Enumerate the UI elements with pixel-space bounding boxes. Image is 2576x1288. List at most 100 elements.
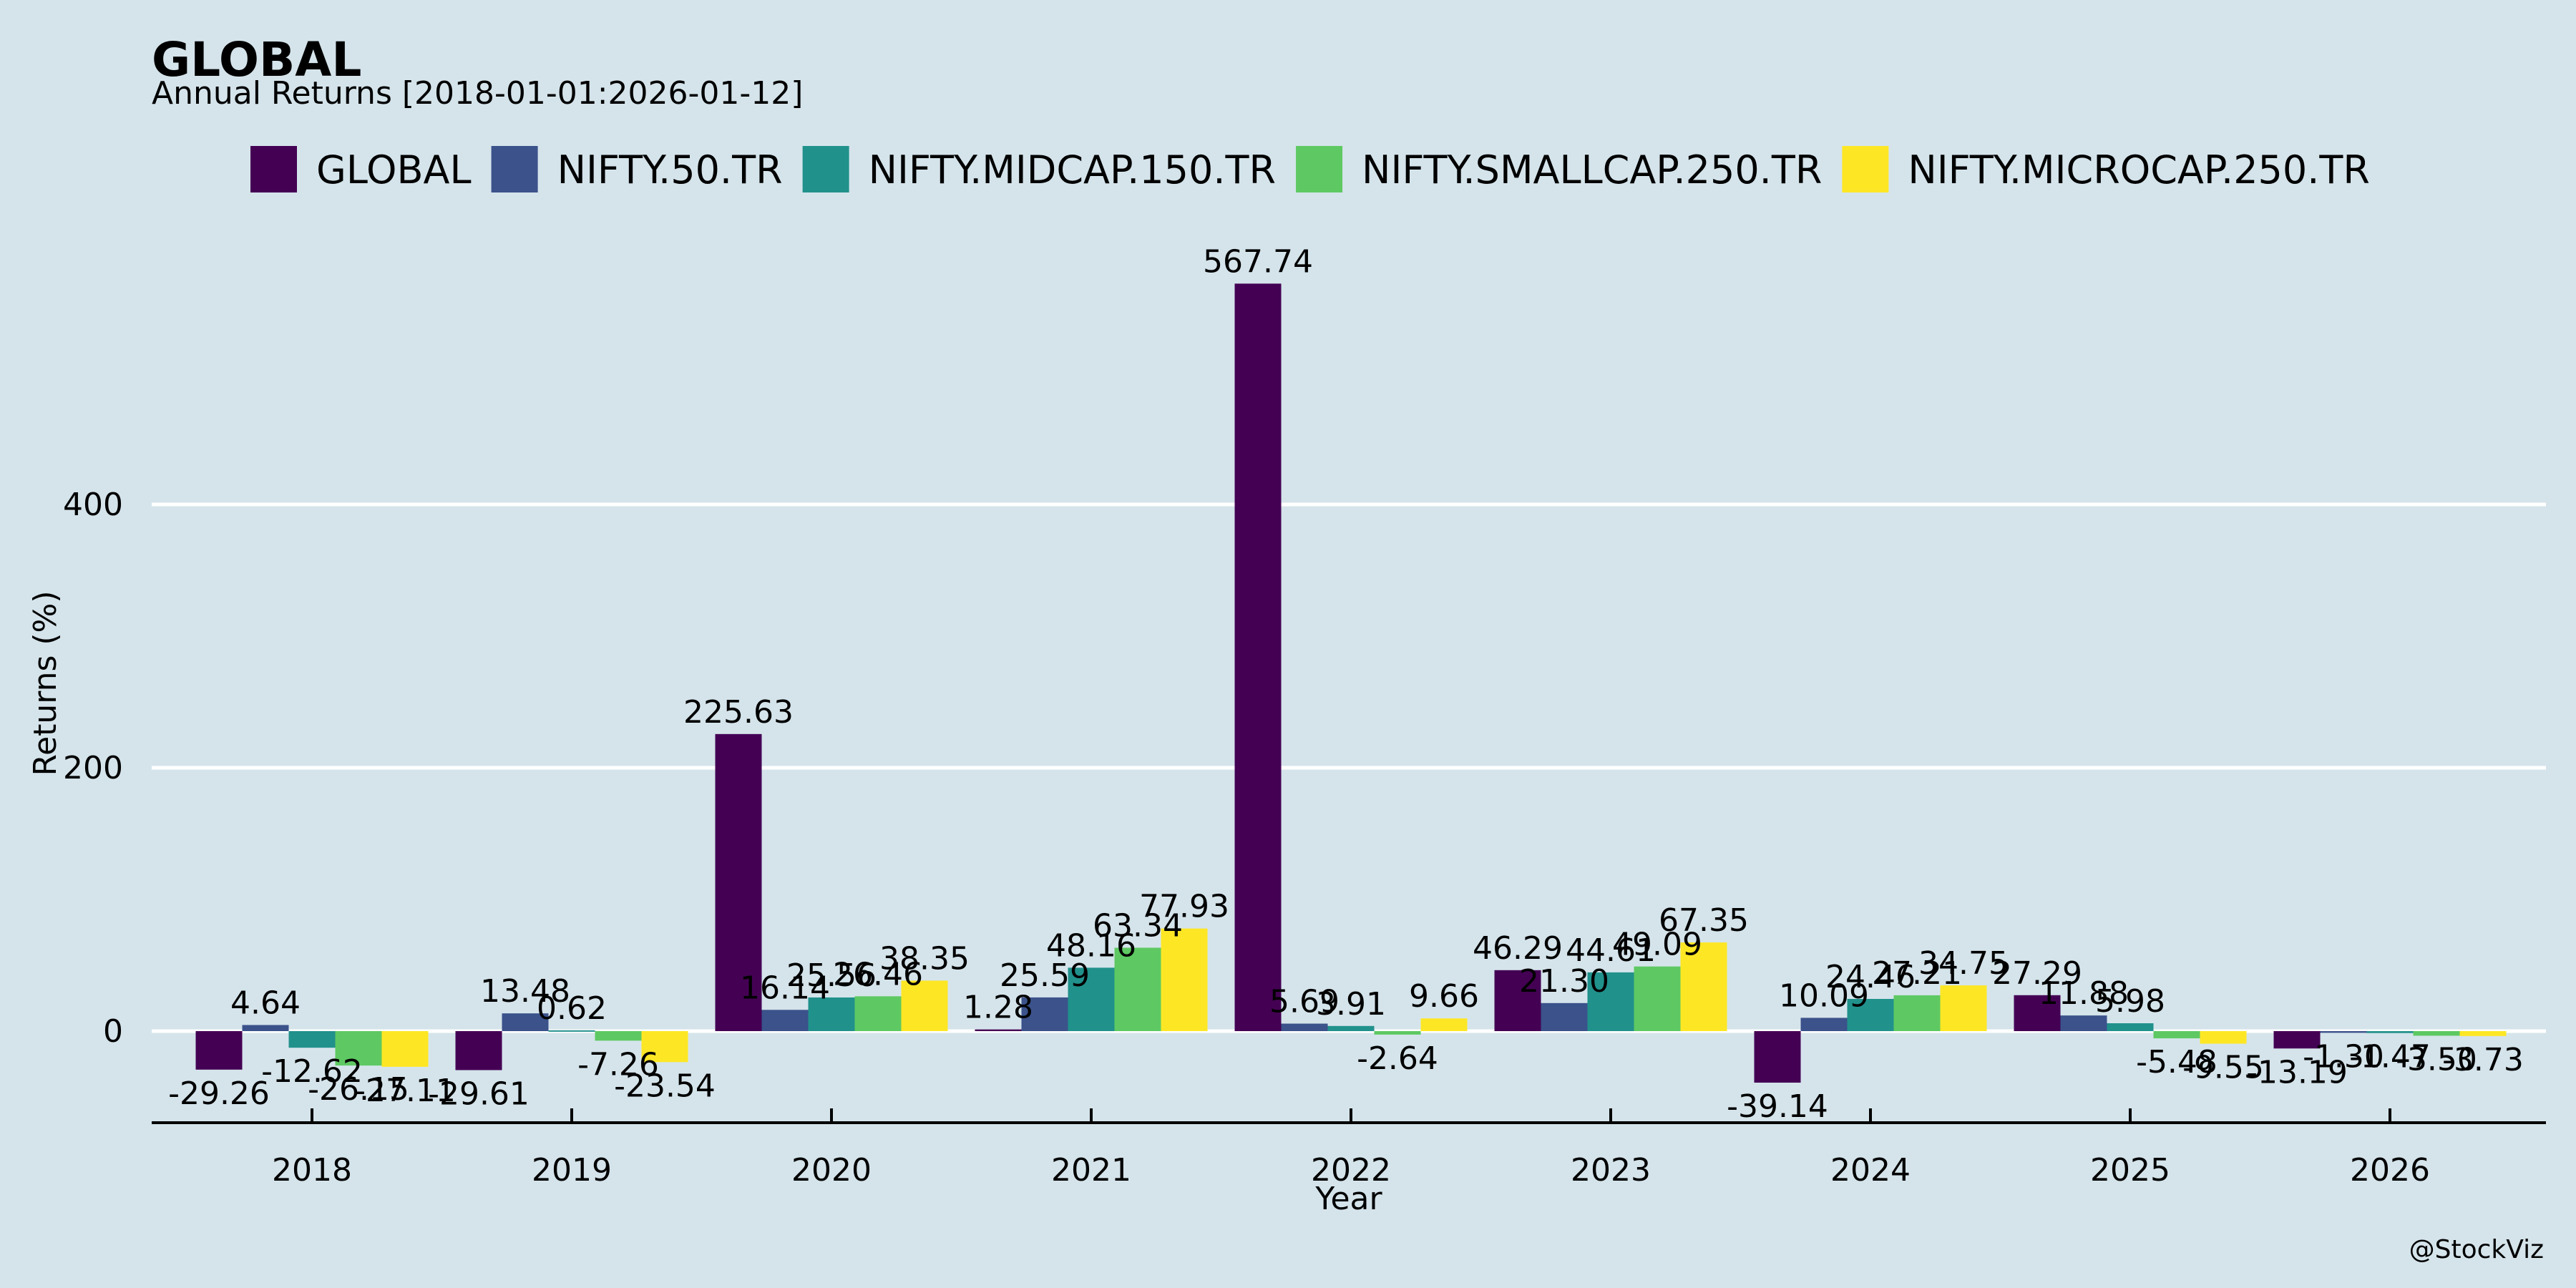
bar-nifty-midcap-150-tr-2018	[288, 1031, 336, 1048]
legend-swatch	[802, 146, 849, 192]
data-label: -3.50	[2396, 1041, 2477, 1078]
data-label: 0.62	[537, 990, 607, 1027]
data-label: 34.75	[1918, 945, 2009, 982]
data-label: -39.14	[1727, 1088, 1828, 1125]
y-tick-label: 0	[103, 1013, 123, 1050]
bar-nifty-microcap-250-tr-2026	[2459, 1031, 2507, 1036]
chart-title: GLOBAL	[152, 32, 361, 87]
bar-nifty-midcap-150-tr-2022	[1327, 1025, 1375, 1031]
data-label: 5.69	[1269, 984, 1340, 1020]
x-tick-label: 2019	[532, 1152, 612, 1189]
data-label: -12.62	[261, 1053, 363, 1090]
y-tick-label: 200	[63, 750, 123, 786]
x-tick-label: 2020	[791, 1152, 872, 1189]
data-label: -9.55	[2182, 1050, 2264, 1086]
data-label: -26.15	[308, 1071, 409, 1108]
data-label: -29.61	[428, 1075, 530, 1112]
data-labels: -29.26 -29.61 225.63 1.28 567.74 46.29 -39.14 2…	[168, 243, 2524, 1125]
data-label: 13.48	[480, 973, 570, 1010]
bar-nifty-50-tr-2025	[2060, 1015, 2107, 1031]
data-label: 48.16	[1046, 927, 1136, 964]
data-label: 44.61	[1566, 932, 1656, 969]
bar-nifty-smallcap-250-tr-2018	[335, 1031, 382, 1066]
data-label: 11.88	[2039, 975, 2129, 1012]
chart-subtitle: Annual Returns [2018-01-01:2026-01-12]	[152, 75, 803, 112]
bar-nifty-microcap-250-tr-2018	[381, 1031, 429, 1067]
x-tick-label: 2026	[2350, 1152, 2430, 1189]
bar-nifty-smallcap-250-tr-2019	[595, 1031, 642, 1041]
bar-nifty-midcap-150-tr-2023	[1587, 972, 1634, 1031]
bar-nifty-midcap-150-tr-2024	[1847, 998, 1894, 1031]
data-label: -7.26	[577, 1046, 659, 1083]
bar-nifty-50-tr-2018	[242, 1025, 289, 1031]
bar-nifty-microcap-250-tr-2019	[641, 1031, 688, 1063]
bar-nifty-microcap-250-tr-2023	[1680, 942, 1727, 1031]
watermark: @StockViz	[2409, 1235, 2544, 1264]
data-label: 9.66	[1409, 978, 1479, 1015]
x-tick-label: 2025	[2090, 1152, 2170, 1189]
gridlines	[152, 502, 2546, 1033]
bars	[195, 283, 2507, 1083]
legend-swatch	[1296, 146, 1343, 192]
bar-nifty-50-tr-2021	[1021, 997, 1068, 1031]
data-label: 3.91	[1316, 986, 1386, 1023]
data-label: -27.11	[354, 1073, 456, 1109]
bar-nifty-microcap-250-tr-2024	[1940, 985, 1987, 1031]
bar-nifty-microcap-250-tr-2022	[1420, 1018, 1468, 1031]
data-label: -5.48	[2136, 1044, 2218, 1080]
data-label: 225.63	[683, 694, 794, 731]
y-axis-label: Returns (%)	[27, 590, 64, 776]
bar-nifty-microcap-250-tr-2021	[1161, 928, 1208, 1031]
data-label: 21.30	[1519, 963, 1609, 1000]
data-label: 1.28	[963, 990, 1033, 1026]
legend-swatch	[491, 146, 538, 192]
bar-nifty-microcap-250-tr-2020	[901, 980, 948, 1031]
data-label: 27.29	[1992, 955, 2082, 992]
bar-nifty-midcap-150-tr-2025	[2107, 1023, 2154, 1031]
legend: GLOBAL NIFTY.50.TR NIFTY.MIDCAP.150.TR NIFT…	[250, 146, 2370, 192]
x-tick-label: 2023	[1571, 1152, 1651, 1189]
y-axis-ticks: 0 200 400	[63, 487, 123, 1050]
data-label: 38.35	[879, 940, 970, 977]
x-tick-label: 2024	[1830, 1152, 1911, 1189]
bar-nifty-smallcap-250-tr-2021	[1114, 947, 1161, 1031]
bar-nifty-50-tr-2022	[1281, 1023, 1328, 1031]
bar-global-2019	[455, 1031, 502, 1070]
x-tick-label: 2018	[272, 1152, 352, 1189]
legend-swatch	[250, 146, 297, 192]
bar-global-2024	[1754, 1031, 1801, 1083]
legend-label: NIFTY.MICROCAP.250.TR	[1908, 147, 2370, 192]
data-label: 46.29	[1473, 930, 1563, 967]
bar-nifty-midcap-150-tr-2019	[548, 1030, 595, 1032]
bar-global-2025	[2014, 995, 2061, 1031]
legend-label: NIFTY.50.TR	[557, 147, 783, 192]
data-label: -2.64	[1357, 1040, 1438, 1077]
data-label: 5.98	[2095, 983, 2165, 1020]
data-label: 25.59	[1000, 957, 1090, 994]
bar-nifty-smallcap-250-tr-2026	[2413, 1031, 2460, 1036]
bar-nifty-50-tr-2019	[502, 1013, 549, 1031]
bar-global-2021	[975, 1029, 1022, 1031]
bar-nifty-smallcap-250-tr-2022	[1374, 1031, 1421, 1035]
bar-global-2020	[715, 733, 762, 1031]
data-label: 25.56	[786, 957, 877, 994]
data-label: -13.19	[2246, 1054, 2348, 1091]
bar-nifty-microcap-250-tr-2025	[2200, 1031, 2247, 1044]
data-label: 49.09	[1612, 927, 1702, 963]
bar-nifty-50-tr-2023	[1541, 1002, 1588, 1031]
bar-nifty-midcap-150-tr-2026	[2366, 1031, 2414, 1033]
data-label: 4.64	[230, 985, 301, 1021]
data-label: 16.14	[740, 970, 830, 1006]
bar-nifty-smallcap-250-tr-2020	[854, 996, 902, 1031]
data-label: 567.74	[1203, 243, 1313, 280]
bar-nifty-smallcap-250-tr-2025	[2153, 1031, 2200, 1039]
bar-nifty-50-tr-2020	[761, 1010, 809, 1031]
bar-global-2023	[1494, 970, 1541, 1031]
data-label: 77.93	[1139, 889, 1229, 925]
bar-global-2018	[195, 1031, 243, 1070]
y-tick-label: 400	[63, 487, 123, 523]
legend-label: NIFTY.SMALLCAP.250.TR	[1362, 147, 1822, 192]
data-label: 26.46	[833, 956, 923, 992]
data-label: -1.30	[2303, 1038, 2384, 1075]
